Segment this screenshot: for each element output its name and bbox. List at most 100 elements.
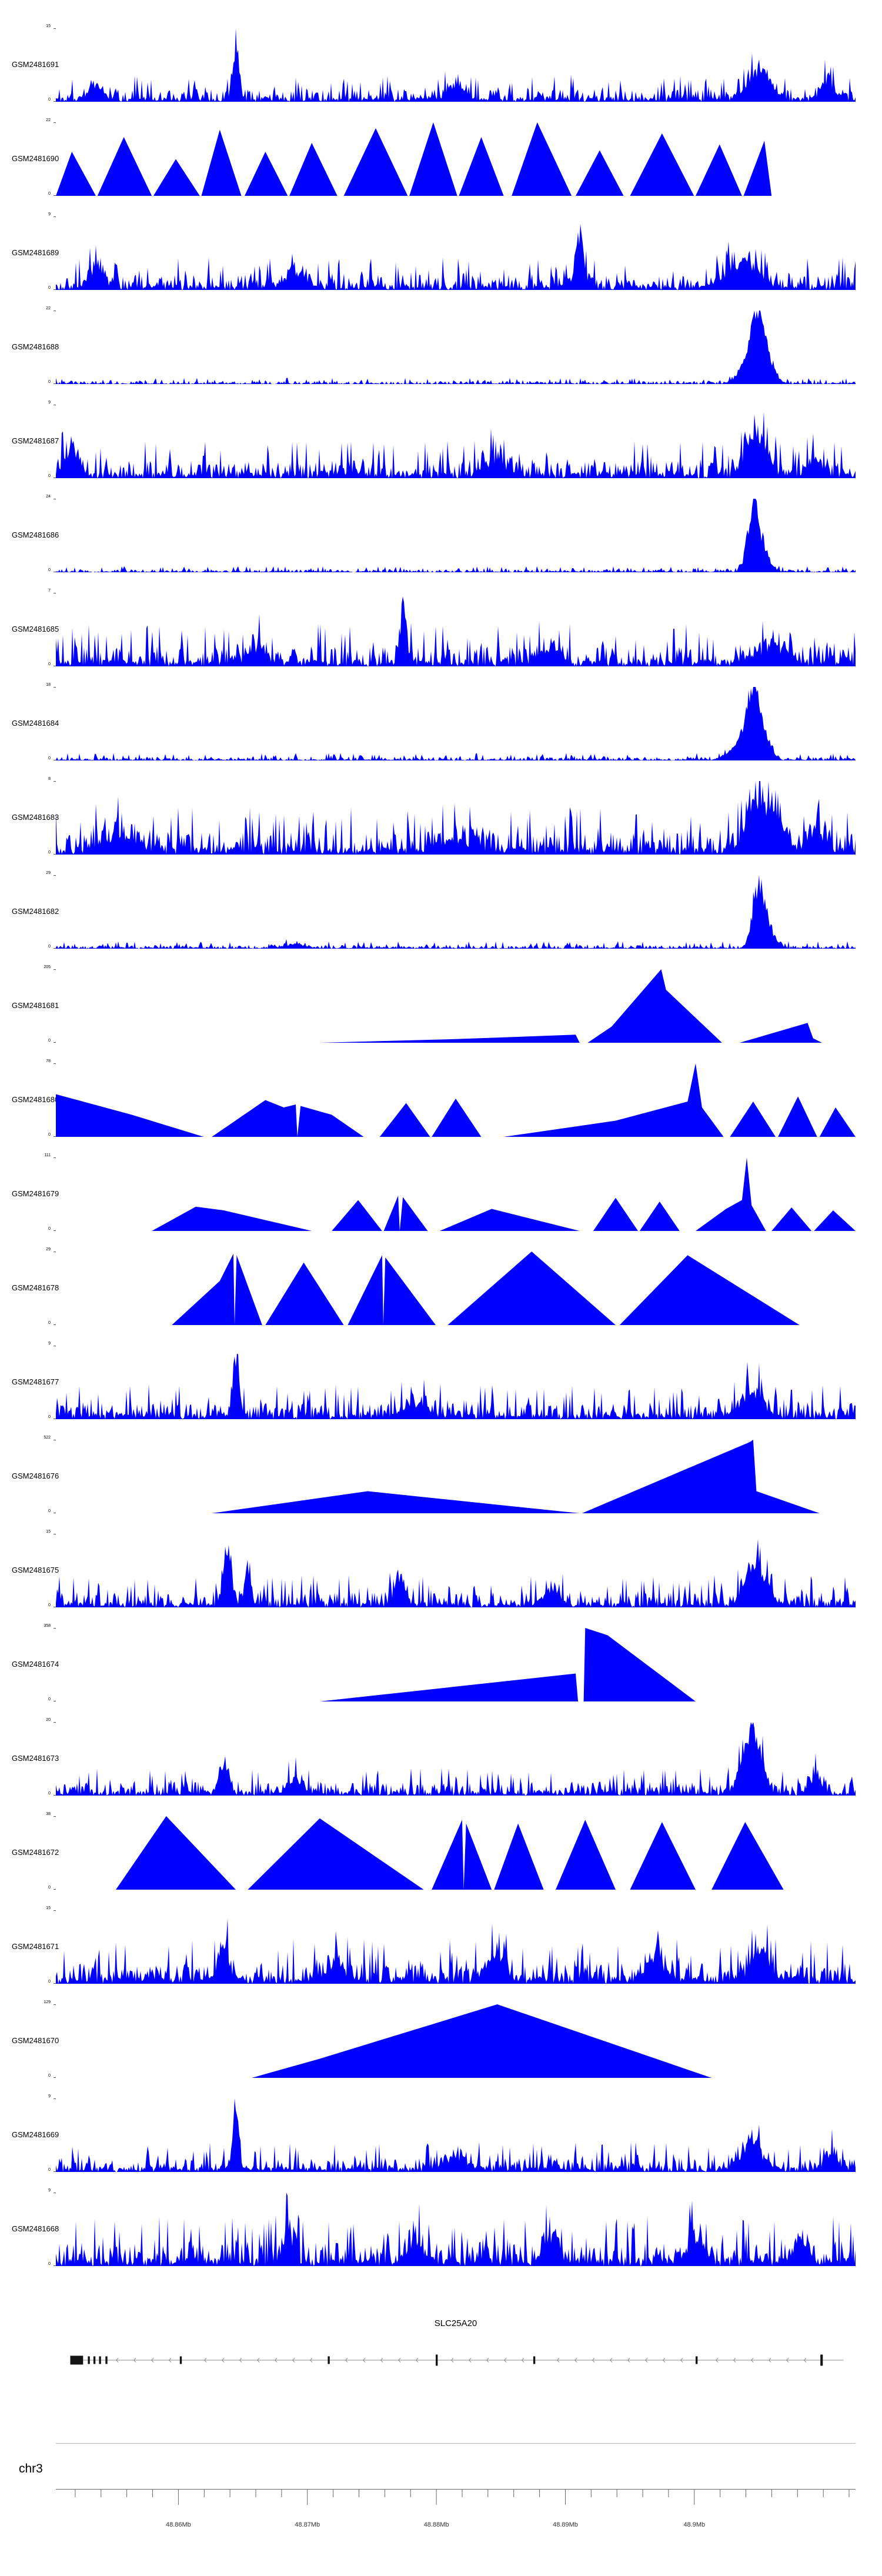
gene-model [70, 2354, 844, 2366]
coverage-area [56, 223, 856, 290]
track-ymax-label: 358 [44, 1624, 51, 1628]
strand-arrow-icon [151, 2358, 154, 2363]
y-axis-tick [54, 1889, 56, 1890]
coverage-plot [116, 1816, 784, 1890]
track-row: GSM2481670 129 0 [0, 1993, 882, 2087]
y-axis-tick [54, 781, 56, 782]
strand-arrow-icon [786, 2358, 789, 2363]
coverage-area [56, 2098, 856, 2172]
genome-axis: 48.86Mb 48.87Mb 48.88Mb 48.89Mb 48.9Mb [56, 2489, 856, 2528]
track-ymax-label: 20 [46, 1718, 51, 1722]
track-row: GSM2481673 20 0 [0, 1710, 882, 1804]
coverage-area [409, 122, 457, 196]
coverage-area [512, 122, 572, 196]
y-axis-tick [54, 1324, 56, 1325]
track-ymax-label: 9 [48, 2094, 51, 2098]
track-ymin-label: 0 [48, 1509, 51, 1513]
track-ymax-label: 78 [46, 1059, 51, 1063]
track-row: GSM2481690 22 0 [0, 111, 882, 205]
y-axis-tick [54, 1136, 56, 1137]
track-ymax-label: 9 [48, 2188, 51, 2193]
track-ymin-label: 0 [48, 286, 51, 290]
coverage-area [319, 1035, 580, 1043]
coverage-area [56, 1539, 856, 1607]
coverage-area [245, 152, 288, 196]
coverage-area [56, 28, 856, 102]
strand-arrow-icon [274, 2358, 278, 2363]
y-axis-tick [54, 1063, 56, 1064]
strand-arrow-icon [627, 2358, 630, 2363]
coverage-area [730, 1102, 776, 1137]
strand-arrow-icon [503, 2358, 507, 2363]
coverage-area [56, 687, 856, 760]
track-label: GSM2481671 [12, 1942, 59, 1951]
track-ymin-label: 0 [48, 2074, 51, 2078]
axis-tick-label: 48.9Mb [683, 2521, 705, 2528]
track-ymin-label: 0 [48, 1791, 51, 1796]
y-axis-tick [54, 1157, 56, 1158]
coverage-area [459, 137, 504, 196]
y-axis-tick [54, 216, 56, 217]
coverage-plot [56, 2098, 856, 2172]
coverage-area [153, 159, 200, 196]
y-axis-tick [54, 2098, 56, 2099]
strand-arrow-icon [609, 2358, 613, 2363]
strand-arrow-icon [592, 2358, 595, 2363]
strand-arrow-icon [203, 2358, 207, 2363]
y-axis-tick [54, 1795, 56, 1796]
y-axis-tick [54, 1910, 56, 1911]
coverage-area [56, 311, 856, 384]
track-ymax-label: 9 [48, 212, 51, 216]
y-axis-tick [54, 1983, 56, 1984]
strand-arrow-icon [803, 2358, 807, 2363]
track-ymin-label: 0 [48, 98, 51, 102]
coverage-area [696, 1157, 766, 1231]
track-ymin-label: 0 [48, 1980, 51, 1984]
track-label: GSM2481675 [12, 1566, 59, 1574]
track-label: GSM2481669 [12, 2130, 59, 2139]
exon-bar [328, 2356, 330, 2364]
coverage-area [711, 1822, 784, 1890]
coverage-plot [56, 223, 856, 290]
strand-arrow-icon [468, 2358, 472, 2363]
track-label: GSM2481668 [12, 2224, 59, 2233]
track-ymax-label: 15 [46, 1906, 51, 1910]
exon-bar [88, 2356, 90, 2364]
track-label: GSM2481689 [12, 248, 59, 257]
coverage-area [630, 133, 694, 196]
y-axis-tick [54, 2265, 56, 2266]
coverage-plot [172, 1252, 800, 1325]
track-ymin-label: 0 [48, 2262, 51, 2266]
y-axis-tick [54, 969, 56, 970]
track-ymax-label: 18 [46, 683, 51, 687]
coverage-plot [56, 1918, 856, 1984]
strand-arrow-icon [680, 2358, 683, 2363]
coverage-area [116, 1816, 236, 1890]
coverage-plot [56, 2193, 856, 2266]
track-ymin-label: 0 [48, 1697, 51, 1701]
chromosome-label: chr3 [19, 2462, 43, 2475]
gene-name: SLC25A20 [434, 2318, 477, 2328]
track-ymin-label: 0 [48, 1603, 51, 1607]
track-ymin-label: 0 [48, 1133, 51, 1137]
track-ymax-label: 22 [46, 118, 51, 122]
y-axis-tick [54, 289, 56, 290]
strand-arrow-icon [750, 2358, 754, 2363]
exon-bar [533, 2356, 536, 2364]
track-ymax-label: 29 [46, 1247, 51, 1252]
coverage-area [619, 1255, 800, 1325]
track-ymin-label: 0 [48, 756, 51, 760]
coverage-area [97, 137, 152, 196]
track-label: GSM2481677 [12, 1377, 59, 1386]
coverage-area [556, 1820, 616, 1890]
coverage-plot [56, 781, 856, 855]
track-label: GSM2481670 [12, 2036, 59, 2045]
strand-arrow-icon [715, 2358, 719, 2363]
strand-arrow-icon [486, 2358, 489, 2363]
coverage-area [696, 144, 742, 196]
coverage-area [494, 1823, 544, 1890]
track-ymax-label: 15 [46, 1530, 51, 1534]
coverage-plot [319, 969, 822, 1043]
coverage-area [439, 1209, 580, 1231]
coverage-area [56, 1094, 204, 1137]
